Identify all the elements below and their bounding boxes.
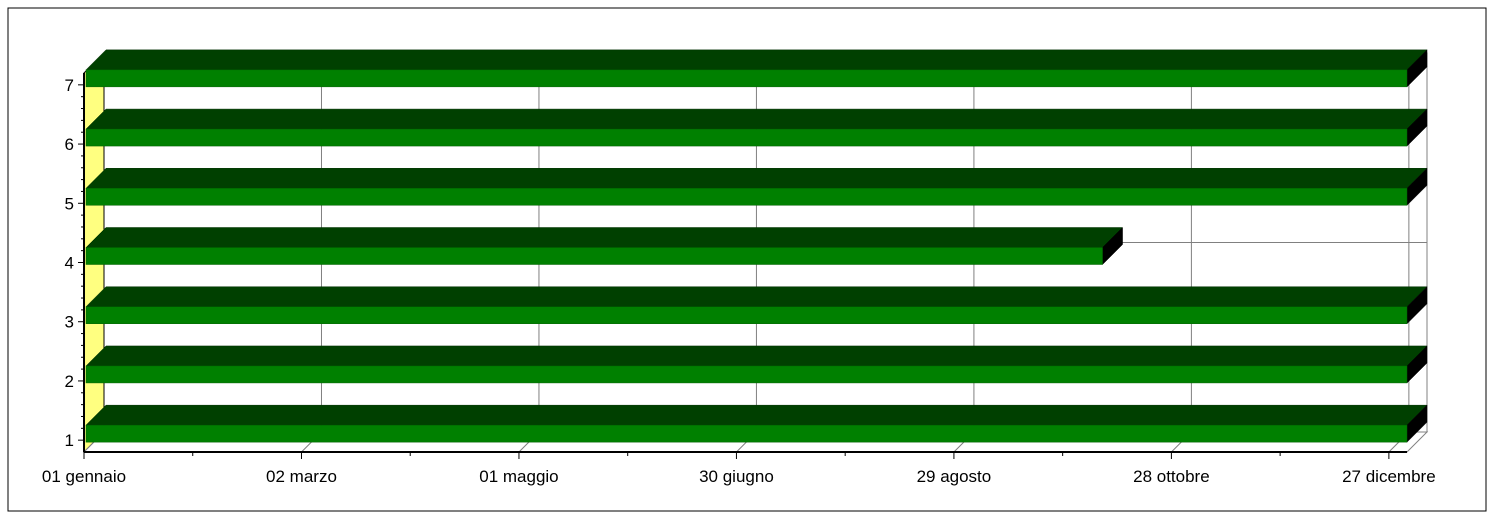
bar-front-face — [85, 69, 1408, 88]
y-tick-label: 1 — [65, 431, 74, 450]
y-tick-label: 5 — [65, 194, 74, 213]
y-tick-label: 2 — [65, 372, 74, 391]
x-tick-label: 28 ottobre — [1133, 467, 1210, 486]
bar-front-face — [85, 188, 1408, 206]
bar-7 — [85, 49, 1428, 88]
x-tick-label: 01 gennaio — [42, 467, 126, 486]
bar-front-face — [85, 365, 1408, 384]
bar-1 — [85, 404, 1428, 443]
bar-top-face — [85, 168, 1428, 189]
y-tick-label: 6 — [65, 135, 74, 154]
bar-top-face — [85, 108, 1428, 130]
bar-3 — [85, 286, 1428, 325]
bar-top-face — [85, 49, 1428, 71]
bar-top-face — [85, 404, 1428, 426]
bar-2 — [85, 345, 1428, 384]
bar-top-face — [85, 345, 1428, 367]
bar-top-face — [85, 286, 1428, 307]
bar-layer — [85, 49, 1428, 443]
y-tick-label: 3 — [65, 313, 74, 332]
bar-5 — [85, 167, 1428, 206]
x-tick-label: 02 marzo — [266, 467, 337, 486]
bar-front-face — [85, 128, 1408, 147]
bar-4 — [85, 226, 1124, 266]
x-tick-label: 29 agosto — [917, 467, 992, 486]
y-tick-label: 7 — [65, 76, 74, 95]
y-tick-label: 4 — [65, 254, 74, 273]
axis-layer — [78, 73, 1407, 459]
x-tick-label: 01 maggio — [479, 467, 558, 486]
bar-top-face — [85, 227, 1124, 248]
x-tick-label: 27 dicembre — [1342, 467, 1436, 486]
bar-6 — [85, 108, 1428, 147]
label-layer: 1 2 3 4 5 6 7 01 gennaio 02 marzo 01 maggio 30 giu… — [42, 76, 1436, 486]
x-tick-label: 30 giugno — [699, 467, 774, 486]
bar-front-face — [85, 306, 1408, 324]
bar-front-face — [85, 424, 1408, 443]
bar-front-face — [85, 247, 1103, 265]
